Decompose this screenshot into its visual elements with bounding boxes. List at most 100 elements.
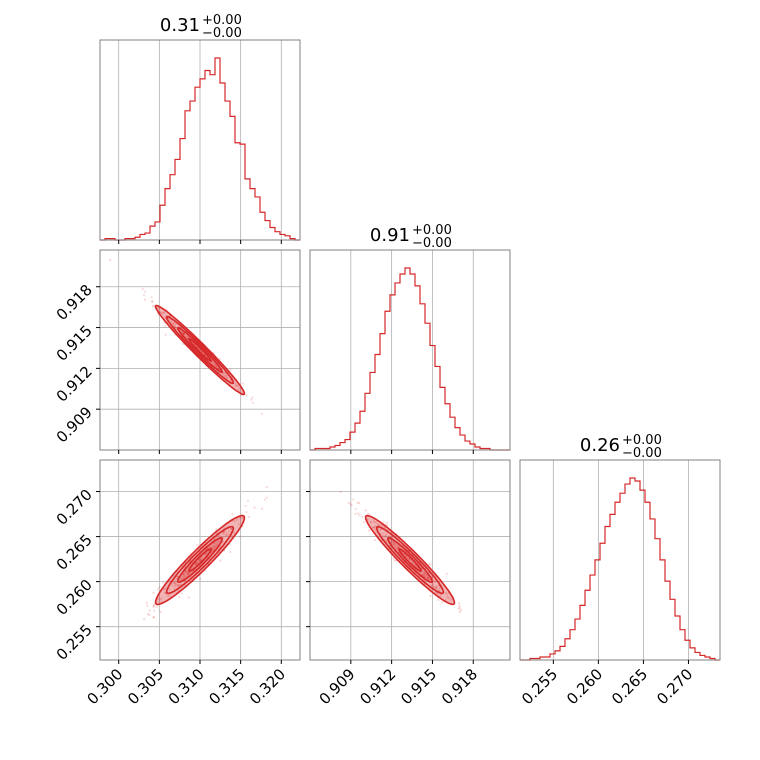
sample-point <box>458 602 461 605</box>
sample-point <box>384 526 387 530</box>
sample-point <box>393 542 396 545</box>
x-tick-label: 0.915 <box>397 665 440 708</box>
sample-point <box>421 574 424 577</box>
sample-point <box>368 529 371 532</box>
sample-point <box>350 504 353 507</box>
sample-point <box>182 332 185 335</box>
sample-point <box>411 561 415 564</box>
sample-point <box>222 373 225 376</box>
sample-point <box>148 613 151 617</box>
sample-point <box>151 300 154 303</box>
sample-point <box>237 388 240 391</box>
sample-point <box>358 501 361 505</box>
sample-point <box>167 594 171 597</box>
sample-point <box>245 511 248 514</box>
sample-point <box>227 529 230 533</box>
x-tick-label: 0.300 <box>83 665 126 708</box>
sample-point <box>437 598 440 602</box>
sample-point <box>245 394 248 397</box>
sample-point <box>187 596 190 599</box>
panel-content <box>143 486 268 621</box>
sample-point <box>211 547 215 551</box>
sample-point <box>251 401 255 404</box>
sample-point <box>430 584 433 587</box>
sample-point <box>396 546 399 549</box>
sample-point <box>161 312 164 315</box>
sample-point <box>247 516 251 519</box>
sample-point <box>222 540 225 544</box>
sample-point <box>397 545 401 549</box>
sample-point <box>175 578 178 581</box>
sample-point <box>244 504 247 508</box>
density-contour <box>154 514 246 606</box>
sample-point <box>163 591 167 595</box>
sample-point <box>171 322 175 325</box>
sample-point <box>157 588 160 591</box>
sample-point <box>221 532 224 535</box>
sample-point <box>173 582 176 585</box>
sample-point <box>160 597 163 600</box>
title-upper-error: +0.00 <box>412 223 452 238</box>
sample-point <box>222 532 226 535</box>
sample-point <box>164 314 167 317</box>
sample-point <box>427 578 430 581</box>
title-lower-error: −0.00 <box>202 26 242 41</box>
sample-point <box>250 398 253 401</box>
sample-point <box>215 365 218 368</box>
sample-point <box>211 549 214 552</box>
sample-point <box>233 531 236 535</box>
sample-point <box>381 534 384 537</box>
sample-point <box>163 587 167 590</box>
sample-point <box>339 490 342 493</box>
sample-point <box>159 598 162 601</box>
sample-point <box>241 382 245 385</box>
sample-point <box>429 594 432 598</box>
sample-point <box>432 585 435 588</box>
sample-point <box>176 583 179 587</box>
sample-point <box>158 585 161 589</box>
sample-point <box>162 321 165 324</box>
x-tick-label: 0.260 <box>563 665 606 708</box>
sample-point <box>434 586 437 589</box>
density-contour <box>165 315 235 385</box>
sample-point <box>175 323 178 326</box>
sample-point <box>171 584 174 587</box>
density-contour <box>154 304 246 396</box>
sample-point <box>373 538 377 542</box>
sample-point <box>215 528 218 531</box>
sample-point <box>197 560 200 563</box>
sample-point <box>227 533 230 536</box>
sample-point <box>160 312 163 315</box>
sample-point <box>174 585 177 588</box>
sample-point <box>166 594 169 597</box>
sample-point <box>265 486 268 489</box>
sample-point <box>236 384 239 388</box>
sample-point <box>185 571 188 574</box>
sample-point <box>193 563 197 566</box>
sample-point <box>444 598 448 602</box>
density-contour <box>188 548 212 572</box>
sample-point <box>173 582 176 585</box>
sample-point <box>196 543 199 547</box>
sample-point <box>260 412 263 415</box>
sample-point <box>402 552 406 556</box>
sample-point <box>182 332 185 335</box>
sample-point <box>437 589 441 592</box>
title-lower-error: −0.00 <box>412 236 452 251</box>
sample-point <box>146 613 150 616</box>
panel-content <box>109 258 263 415</box>
sample-point <box>225 376 229 379</box>
sample-point <box>458 607 461 610</box>
sample-point <box>174 583 177 586</box>
sample-point <box>221 372 224 375</box>
sample-point <box>356 501 359 504</box>
sample-point <box>375 521 378 524</box>
sample-point <box>423 571 426 574</box>
sample-point <box>187 573 190 576</box>
sample-point <box>145 601 148 604</box>
sample-point <box>218 534 221 537</box>
density-contour <box>386 537 434 583</box>
sample-point <box>199 559 202 562</box>
